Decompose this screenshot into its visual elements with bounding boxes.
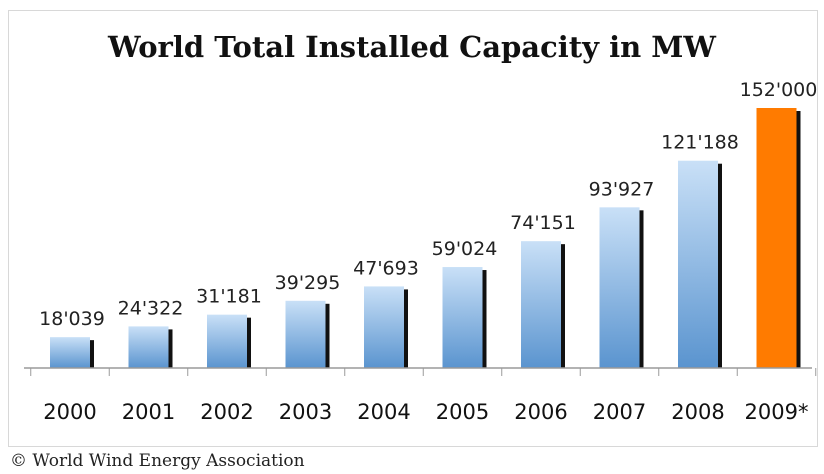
category-label: 2006 <box>514 400 567 424</box>
chart-title: World Total Installed Capacity in MW <box>108 30 716 64</box>
value-label: 74'151 <box>510 212 576 234</box>
value-label: 39'295 <box>275 272 341 294</box>
category-label: 2002 <box>200 400 253 424</box>
category-label: 2004 <box>357 400 410 424</box>
bar-2002 <box>207 314 247 368</box>
value-label: 152'000 <box>740 79 818 101</box>
bar-2003 <box>285 300 326 368</box>
bar-2007 <box>599 207 640 368</box>
category-label: 2008 <box>671 400 724 424</box>
value-label: 24'322 <box>118 297 184 319</box>
bar-2006 <box>521 241 561 368</box>
category-label: 2005 <box>436 400 489 424</box>
category-label: 2009* <box>745 400 809 424</box>
category-label: 2003 <box>279 400 332 424</box>
bar-2001 <box>128 326 169 368</box>
category-label: 2001 <box>122 400 175 424</box>
bar-2000 <box>50 337 90 368</box>
value-label: 121'188 <box>661 132 739 154</box>
bar-2004 <box>364 286 404 368</box>
category-label: 2007 <box>593 400 646 424</box>
value-label: 47'693 <box>353 257 419 279</box>
category-label: 2000 <box>43 400 96 424</box>
bar-2008 <box>678 160 718 368</box>
bar-2005 <box>442 267 483 368</box>
value-label: 59'024 <box>432 238 498 260</box>
copyright-notice: © World Wind Energy Association <box>10 451 305 471</box>
bar-2009 <box>756 108 797 368</box>
value-label: 93'927 <box>589 178 655 200</box>
value-label: 18'039 <box>39 308 105 330</box>
value-label: 31'181 <box>196 286 262 308</box>
